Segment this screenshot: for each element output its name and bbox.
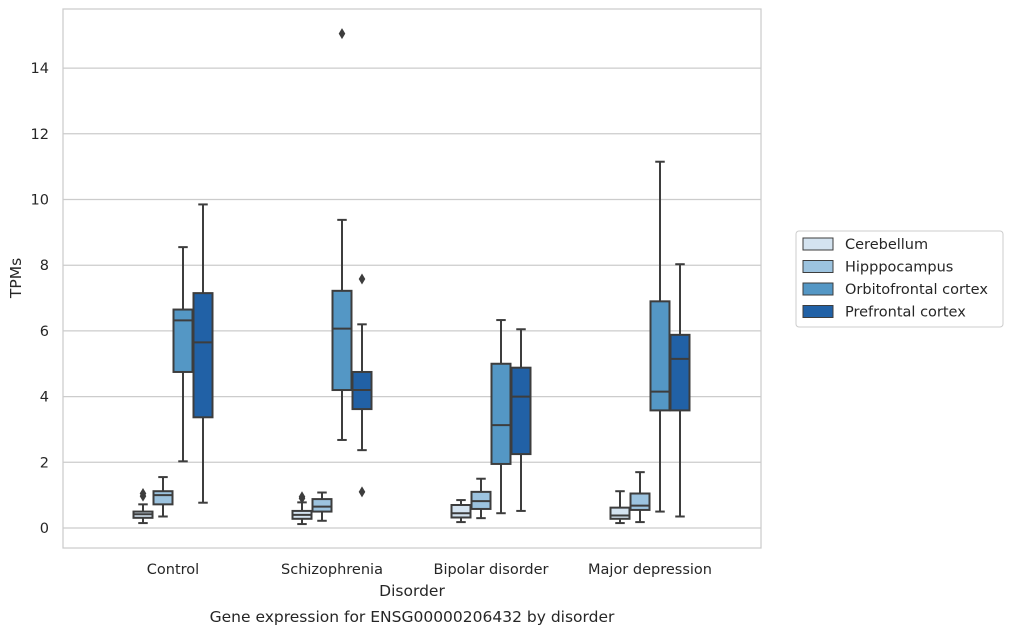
- outlier-point: [298, 491, 306, 503]
- legend-frame: [795, 230, 1004, 328]
- box-prefrontal-cortex: [669, 263, 691, 518]
- y-tick-label: 6: [40, 324, 49, 340]
- box-orbitofrontal-cortex: [172, 246, 194, 463]
- y-tick-label: 0: [40, 521, 49, 537]
- iqr-box: [609, 506, 631, 520]
- box-hipppocampus: [152, 476, 174, 518]
- legend: Cerebellum Hipppocampus Orbitofrontal cort…: [795, 230, 1004, 328]
- iqr-box: [311, 498, 333, 513]
- box-orbitofrontal-cortex: [331, 28, 353, 441]
- iqr-box: [172, 308, 194, 373]
- iqr-box: [490, 362, 512, 465]
- x-tick-label: Major depression: [588, 562, 712, 578]
- box-cerebellum: [132, 488, 154, 525]
- chart-caption: Gene expression for ENSG00000206432 by d…: [210, 608, 615, 626]
- y-tick-label: 14: [31, 61, 49, 77]
- box-cerebellum: [291, 491, 313, 526]
- legend-swatch: [802, 237, 834, 251]
- legend-swatch: [802, 260, 834, 273]
- box-hipppocampus: [629, 471, 651, 524]
- box-orbitofrontal-cortex: [490, 319, 512, 515]
- x-axis-title: Disorder: [379, 582, 445, 600]
- box-cerebellum: [609, 490, 631, 525]
- iqr-box: [629, 492, 651, 511]
- legend-label: Hipppocampus: [845, 260, 953, 276]
- box-cerebellum: [450, 499, 472, 524]
- outlier-point: [358, 486, 366, 498]
- legend-items: Cerebellum Hipppocampus Orbitofrontal cort…: [802, 237, 988, 321]
- legend-swatch: [802, 282, 834, 296]
- grid-lines: [63, 67, 761, 529]
- plot-frame: [62, 8, 762, 549]
- iqr-box: [649, 300, 671, 412]
- y-tick-label: 10: [31, 193, 49, 209]
- y-tick-labels: 0 2 4 6 8 10 12 14: [31, 61, 49, 537]
- y-axis-title: TPMs: [7, 258, 25, 299]
- y-tick-label: 4: [40, 390, 49, 406]
- box-prefrontal-cortex: [351, 273, 373, 498]
- box-hipppocampus: [470, 477, 492, 520]
- iqr-box: [510, 366, 532, 456]
- box-hipppocampus: [311, 491, 333, 522]
- outlier-point: [338, 28, 346, 40]
- iqr-box: [669, 333, 691, 412]
- x-tick-label: Control: [147, 562, 199, 578]
- y-tick-label: 12: [31, 127, 49, 143]
- outlier-point: [358, 273, 366, 285]
- x-tick-label: Bipolar disorder: [434, 562, 549, 578]
- box-prefrontal-cortex: [510, 328, 532, 512]
- iqr-box: [331, 289, 353, 392]
- box-prefrontal-cortex: [192, 203, 214, 504]
- legend-swatch: [802, 305, 834, 318]
- outlier-point: [139, 488, 147, 500]
- legend-label: Prefrontal cortex: [845, 305, 966, 321]
- box-orbitofrontal-cortex: [649, 160, 671, 513]
- legend-label: Cerebellum: [845, 237, 928, 253]
- boxes: [132, 28, 691, 526]
- x-tick-labels: Control Schizophrenia Bipolar disorder Majo…: [147, 562, 712, 578]
- iqr-box: [152, 490, 174, 506]
- iqr-box: [192, 292, 214, 419]
- legend-label: Orbitofrontal cortex: [845, 282, 988, 298]
- y-tick-label: 8: [40, 258, 49, 274]
- y-tick-label: 2: [40, 455, 49, 471]
- iqr-box: [450, 504, 472, 519]
- x-tick-label: Schizophrenia: [281, 562, 383, 578]
